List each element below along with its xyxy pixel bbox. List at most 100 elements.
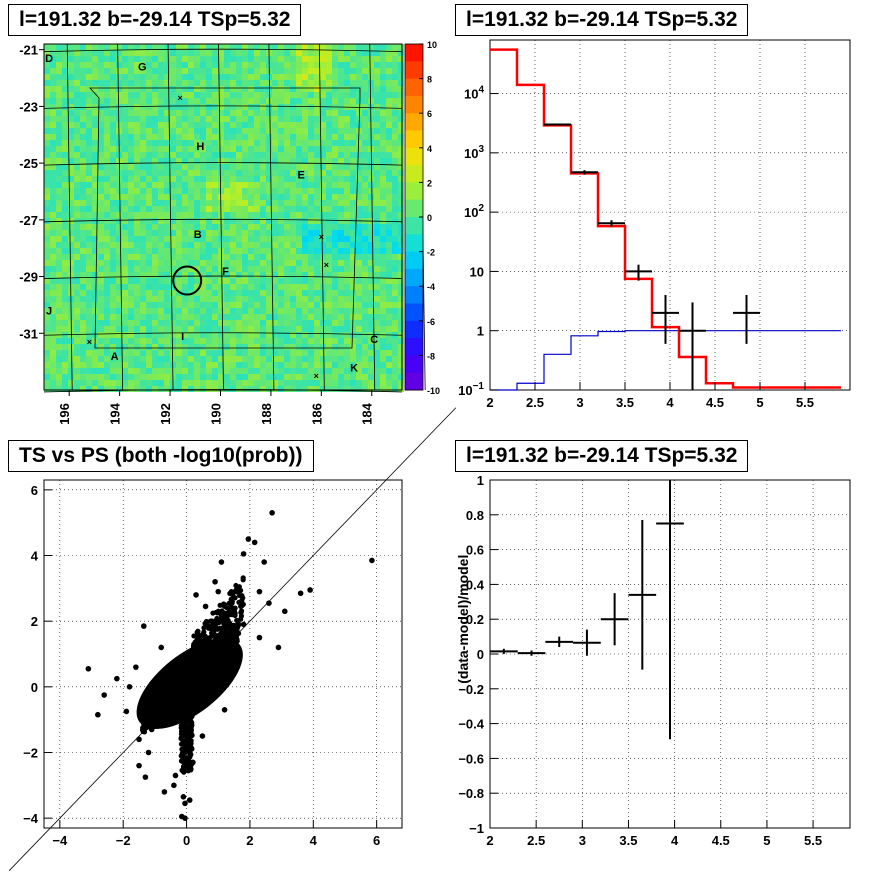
map-pixel [44,272,50,278]
map-pixel [86,362,92,368]
map-pixel [338,200,344,206]
colorbar-tick-label: 4 [427,144,432,154]
map-pixel [242,188,248,194]
map-pixel [206,380,212,386]
map-pixel [182,176,188,182]
map-pixel [308,344,314,350]
map-pixel [62,140,68,146]
map-pixel [86,146,92,152]
map-pixel [176,218,182,224]
map-pixel [368,302,374,308]
map-pixel [260,116,266,122]
map-pixel [134,338,140,344]
map-pixel [128,302,134,308]
map-pixel [140,86,146,92]
map-pixel [230,116,236,122]
map-pixel [320,164,326,170]
map-pixel [302,218,308,224]
scatter-point [240,551,247,557]
map-pixel [332,356,338,362]
map-pixel [98,110,104,116]
map-pixel [176,56,182,62]
map-pixel [164,350,170,356]
map-pixel [62,68,68,74]
map-pixel [290,188,296,194]
map-pixel [398,188,404,194]
map-pixel [272,74,278,80]
residual-y-tick-label: −0.2 [458,682,484,697]
map-pixel [284,146,290,152]
map-pixel [386,104,392,110]
map-pixel [314,242,320,248]
map-pixel [260,128,266,134]
map-parallel [43,218,403,223]
map-pixel [320,80,326,86]
map-pixel [398,368,404,374]
map-pixel [212,326,218,332]
map-pixel [128,374,134,380]
map-pixel [236,266,242,272]
map-pixel [182,110,188,116]
map-pixel [170,290,176,296]
map-pixel [146,362,152,368]
map-pixel [98,122,104,128]
map-pixel [74,62,80,68]
map-pixel [44,206,50,212]
map-pixel [134,374,140,380]
map-pixel [302,236,308,242]
map-pixel [218,80,224,86]
map-pixel [182,236,188,242]
map-pixel [134,332,140,338]
map-pixel [266,302,272,308]
map-pixel [230,242,236,248]
map-pixel [74,116,80,122]
map-pixel [122,86,128,92]
map-pixel [320,122,326,128]
map-pixel [248,290,254,296]
map-pixel [116,194,122,200]
map-pixel [206,158,212,164]
map-pixel [68,272,74,278]
map-pixel [254,194,260,200]
map-pixel [56,266,62,272]
map-pixel [98,320,104,326]
map-pixel [134,290,140,296]
map-pixel [194,56,200,62]
map-pixel [398,170,404,176]
map-pixel [164,152,170,158]
map-pixel [194,152,200,158]
map-pixel [176,140,182,146]
map-pixel [176,200,182,206]
map-pixel [146,134,152,140]
map-pixel [158,182,164,188]
map-pixel [80,68,86,74]
map-pixel [224,314,230,320]
map-pixel [362,320,368,326]
map-pixel [212,314,218,320]
map-pixel [128,368,134,374]
map-pixel [212,248,218,254]
map-pixel [116,266,122,272]
map-pixel [134,212,140,218]
map-pixel [308,164,314,170]
map-pixel [104,152,110,158]
map-pixel [242,296,248,302]
map-pixel [188,326,194,332]
map-pixel [248,350,254,356]
map-pixel [164,98,170,104]
map-pixel [230,350,236,356]
map-pixel [332,326,338,332]
map-pixel [248,368,254,374]
scatter-point [187,676,193,682]
map-pixel [266,326,272,332]
map-pixel [140,80,146,86]
map-pixel [302,104,308,110]
map-pixel [212,164,218,170]
map-pixel [260,110,266,116]
map-pixel [278,134,284,140]
map-pixel [170,194,176,200]
map-pixel [290,368,296,374]
map-pixel [110,230,116,236]
map-pixel [344,230,350,236]
map-pixel [44,302,50,308]
